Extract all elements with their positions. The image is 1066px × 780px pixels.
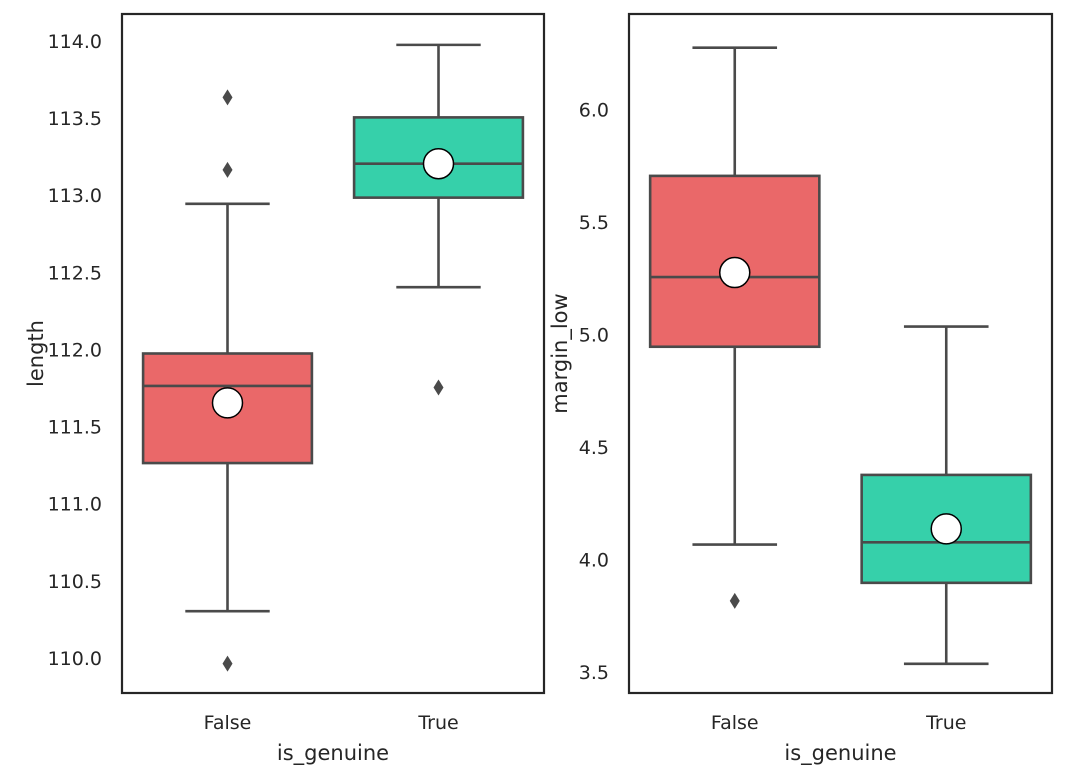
y-tick-label: 111.5 bbox=[48, 417, 102, 439]
y-tick-label: 112.5 bbox=[48, 262, 102, 284]
x-tick-label: True bbox=[925, 712, 966, 734]
plot-frame bbox=[627, 12, 1054, 695]
y-tick-label: 4.0 bbox=[579, 549, 609, 571]
y-tick-label: 5.5 bbox=[579, 212, 609, 234]
outlier-marker bbox=[433, 379, 444, 396]
x-tick-label: False bbox=[711, 712, 759, 734]
box-group-true bbox=[352, 43, 525, 396]
y-tick-label: 110.0 bbox=[48, 648, 102, 670]
margin-low-boxplot-panel: 3.5 4.0 4.5 5.0 5.5 6.0 False True is_genuine mar… bbox=[548, 12, 1054, 766]
outlier-marker bbox=[222, 655, 233, 672]
box-group-false bbox=[141, 89, 314, 672]
x-tick-label: False bbox=[204, 712, 252, 734]
y-axis-label: margin_low bbox=[548, 293, 573, 413]
outlier-marker bbox=[729, 592, 740, 609]
y-tick-label: 4.5 bbox=[579, 437, 609, 459]
outlier-marker bbox=[222, 89, 233, 106]
y-tick-label: 3.5 bbox=[579, 662, 609, 684]
outlier-marker bbox=[222, 161, 233, 178]
mean-marker bbox=[422, 147, 455, 180]
x-axis-label: is_genuine bbox=[277, 741, 389, 766]
y-tick-label: 113.5 bbox=[48, 108, 102, 130]
y-tick-label: 112.0 bbox=[48, 339, 102, 361]
y-tick-label: 6.0 bbox=[579, 100, 609, 122]
mean-marker bbox=[930, 513, 962, 545]
x-tick-label: True bbox=[417, 712, 458, 734]
box-group-false bbox=[648, 46, 821, 609]
y-tick-label: 5.0 bbox=[579, 325, 609, 347]
box-group-true bbox=[860, 325, 1033, 666]
y-tick-label: 113.0 bbox=[48, 185, 102, 207]
mean-marker bbox=[211, 387, 244, 419]
y-tick-label: 114.0 bbox=[48, 31, 102, 53]
length-boxplot-panel: 110.0 110.5 111.0 111.5 112.0 112.5 113.0 113.5… bbox=[24, 12, 546, 766]
y-tick-label: 110.5 bbox=[48, 571, 102, 593]
y-tick-label: 111.0 bbox=[48, 494, 102, 516]
mean-marker bbox=[719, 256, 751, 289]
x-axis-label: is_genuine bbox=[784, 741, 896, 766]
plot-frame bbox=[120, 12, 546, 695]
y-axis-label: length bbox=[24, 320, 48, 387]
